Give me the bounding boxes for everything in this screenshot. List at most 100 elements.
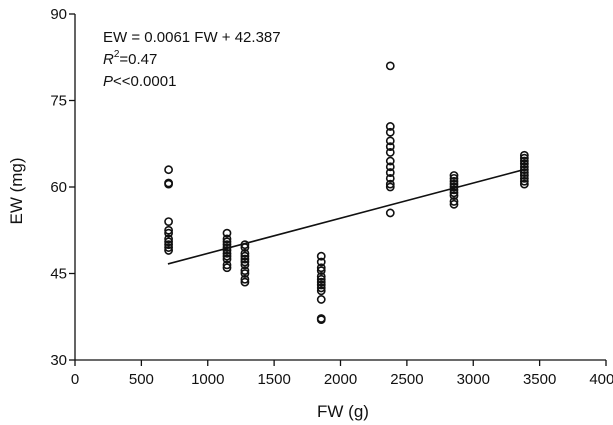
data-point bbox=[164, 165, 173, 175]
data-point bbox=[222, 254, 232, 264]
r-exponent: 2 bbox=[114, 49, 120, 60]
data-point bbox=[385, 179, 395, 189]
data-point bbox=[519, 159, 529, 169]
data-point bbox=[519, 162, 529, 172]
data-point bbox=[164, 178, 173, 188]
data-point bbox=[222, 237, 232, 247]
data-point bbox=[222, 263, 232, 273]
data-point bbox=[240, 251, 250, 261]
data-point bbox=[519, 153, 529, 163]
x-tick-label: 1000 bbox=[191, 371, 224, 388]
data-point bbox=[449, 182, 459, 192]
data-point bbox=[222, 228, 232, 238]
data-point bbox=[316, 286, 326, 296]
data-point bbox=[164, 225, 173, 235]
data-points bbox=[164, 61, 529, 325]
data-point bbox=[519, 165, 529, 175]
data-point bbox=[164, 237, 173, 247]
data-point bbox=[385, 136, 395, 146]
x-tick-label: 4000 bbox=[589, 371, 613, 388]
data-point bbox=[316, 280, 326, 290]
data-point bbox=[449, 171, 459, 180]
r-symbol: R bbox=[103, 51, 114, 68]
data-point bbox=[385, 173, 395, 183]
x-tick-label: 0 bbox=[71, 371, 79, 388]
data-point bbox=[222, 251, 232, 261]
y-tick-label: 30 bbox=[50, 352, 67, 369]
data-point bbox=[449, 176, 459, 186]
data-point bbox=[449, 173, 459, 183]
data-point bbox=[164, 246, 173, 255]
data-point bbox=[519, 179, 529, 189]
data-point bbox=[519, 156, 529, 166]
data-point bbox=[316, 266, 326, 276]
y-tick-label: 75 bbox=[50, 93, 67, 110]
data-point bbox=[222, 260, 232, 270]
data-point bbox=[449, 179, 459, 189]
data-point bbox=[316, 295, 326, 304]
equation-label: EW = 0.0061 FW + 42.387 bbox=[103, 29, 281, 46]
data-point bbox=[316, 251, 326, 261]
data-point bbox=[222, 248, 232, 258]
y-tick-label: 45 bbox=[50, 266, 67, 283]
y-ticks: 30 45 60 75 90 bbox=[50, 6, 75, 369]
data-point bbox=[519, 176, 529, 186]
x-tick-label: 500 bbox=[129, 371, 154, 388]
y-tick-label: 60 bbox=[50, 179, 67, 196]
data-point bbox=[385, 162, 395, 172]
data-point bbox=[385, 122, 395, 131]
x-axis-title: FW (g) bbox=[317, 402, 369, 421]
data-point bbox=[222, 240, 232, 250]
data-point bbox=[164, 234, 173, 244]
data-point bbox=[449, 197, 459, 206]
data-point bbox=[240, 260, 250, 270]
x-tick-label: 2500 bbox=[390, 371, 423, 388]
data-point bbox=[222, 234, 232, 244]
x-tick-label: 3000 bbox=[457, 371, 490, 388]
data-point bbox=[164, 228, 173, 238]
data-point bbox=[164, 217, 173, 226]
x-ticks: 0 500 1000 1500 2000 2500 3000 3500 4000 bbox=[71, 360, 613, 388]
data-point bbox=[240, 257, 250, 267]
data-point bbox=[240, 240, 250, 250]
data-point bbox=[316, 263, 326, 273]
data-point bbox=[240, 248, 250, 258]
data-point bbox=[449, 199, 459, 209]
data-point bbox=[385, 142, 395, 152]
data-point bbox=[240, 254, 250, 264]
x-tick-label: 1500 bbox=[257, 371, 290, 388]
data-point bbox=[164, 243, 173, 252]
data-point bbox=[316, 271, 326, 281]
data-point bbox=[316, 283, 326, 293]
data-point bbox=[316, 314, 326, 323]
data-point bbox=[519, 173, 529, 183]
data-point bbox=[164, 240, 173, 250]
data-point bbox=[385, 156, 395, 166]
data-point bbox=[385, 147, 395, 157]
data-point bbox=[222, 246, 232, 255]
p-symbol: P bbox=[103, 73, 113, 90]
data-point bbox=[385, 208, 395, 218]
data-point bbox=[240, 277, 250, 287]
p-value-label: P<<0.0001 bbox=[103, 73, 176, 90]
y-tick-label: 90 bbox=[50, 6, 67, 23]
p-value: <<0.0001 bbox=[113, 73, 176, 90]
data-point bbox=[316, 277, 326, 287]
x-tick-label: 3500 bbox=[523, 371, 556, 388]
r-squared-value: =0.47 bbox=[119, 51, 157, 68]
data-point bbox=[240, 274, 250, 284]
x-tick-label: 2000 bbox=[324, 371, 357, 388]
data-point bbox=[519, 171, 529, 180]
data-point bbox=[449, 191, 459, 201]
data-point bbox=[316, 274, 326, 284]
data-point bbox=[316, 257, 326, 267]
regression-line bbox=[167, 168, 526, 265]
data-point bbox=[385, 61, 395, 71]
data-point bbox=[519, 150, 529, 160]
data-point bbox=[385, 127, 395, 137]
r-squared-label: R2=0.47 bbox=[103, 49, 157, 68]
data-point bbox=[222, 243, 232, 252]
data-point bbox=[519, 168, 529, 177]
y-axis-title: EW (mg) bbox=[7, 157, 26, 224]
